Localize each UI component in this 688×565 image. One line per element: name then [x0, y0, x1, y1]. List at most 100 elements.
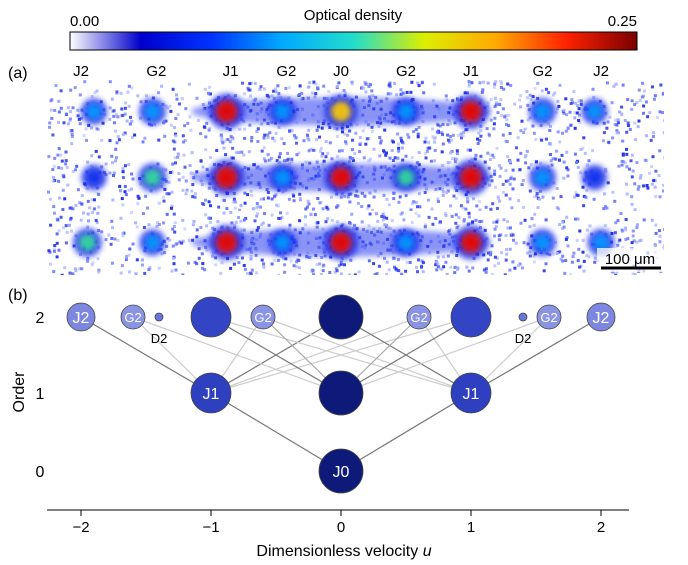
transition-edge: [210, 316, 472, 394]
diffraction-peak: [528, 163, 557, 192]
column-label-j1: J1: [463, 63, 479, 80]
diffraction-peak: [81, 164, 107, 191]
state-node-j0: J0: [318, 448, 364, 494]
state-node-d2: D2: [151, 312, 168, 346]
momentum-state-nodes: J0 J1 J1 J2 G2 D2 G2 G2 D2 G2 J2: [66, 294, 616, 494]
diffraction-peak: [528, 228, 557, 257]
state-node-circle: [536, 304, 562, 330]
image-strip-1: [47, 80, 664, 146]
state-node-label: D2: [515, 331, 532, 346]
x-axis-label: Dimensionless velocity u: [256, 543, 431, 560]
state-node-label: G2: [254, 310, 271, 325]
state-node-label: D2: [151, 331, 168, 346]
diffraction-peak: [138, 97, 167, 126]
scale-bar: 100 μm: [597, 248, 663, 272]
diffraction-peak: [268, 97, 297, 126]
diffraction-peak: [528, 97, 557, 126]
diffraction-peak: [323, 224, 359, 261]
diffraction-peak: [80, 98, 108, 125]
transition-edge: [210, 316, 342, 394]
state-node: [190, 296, 232, 338]
state-node-g2: G2: [406, 304, 432, 330]
diffraction-peak: [453, 93, 489, 130]
state-node-g2: G2: [536, 304, 562, 330]
column-label-j1: J1: [223, 63, 239, 80]
state-node-circle: [318, 294, 364, 340]
state-node-label: J2: [593, 310, 610, 327]
y-tick-label: 2: [36, 310, 45, 327]
diffraction-peak: [581, 98, 608, 125]
state-node-label: J1: [203, 386, 220, 403]
state-node-label: G2: [410, 310, 427, 325]
transition-edge: [210, 392, 342, 472]
x-axis-label-text: Dimensionless velocity: [256, 543, 422, 560]
state-node-d2: D2: [515, 312, 532, 346]
colorbar-bar: [69, 31, 638, 51]
state-node-label: G2: [124, 310, 141, 325]
y-tick-label: 0: [36, 464, 45, 481]
state-node-circle: [406, 304, 432, 330]
transition-edge: [470, 316, 602, 394]
colorbar: Optical density 0.00 0.25: [69, 7, 638, 51]
state-node-label: J0: [333, 464, 350, 481]
y-axis-label: Order: [11, 371, 28, 413]
transition-edge: [340, 316, 472, 394]
state-node-g2: G2: [120, 304, 146, 330]
state-node: [318, 294, 364, 340]
diffraction-peak: [73, 228, 102, 257]
y-tick-labels: 0 1 2: [36, 310, 45, 481]
diffraction-peak: [391, 163, 421, 192]
x-tick-label: 2: [597, 519, 605, 536]
image-strip-2: [47, 146, 664, 212]
diffraction-peak: [392, 228, 420, 257]
diffraction-peak: [392, 97, 420, 126]
transition-edge: [340, 392, 472, 472]
scale-bar-label: 100 μm: [605, 251, 655, 268]
column-label-g2: G2: [396, 63, 416, 80]
state-node: [450, 296, 492, 338]
colorbar-min-label: 0.00: [70, 13, 99, 30]
diffraction-peak: [268, 228, 297, 257]
state-node-circle: [318, 448, 364, 494]
x-tick-label: 1: [467, 519, 475, 536]
state-node-label: J1: [463, 386, 480, 403]
state-node-j2: J2: [586, 302, 616, 332]
colorbar-max-label: 0.25: [608, 13, 637, 30]
state-node-circle: [318, 370, 364, 416]
image-strip-3: [47, 211, 664, 275]
state-node-circle: [66, 302, 96, 332]
state-node: [318, 370, 364, 416]
diffraction-peak: [324, 94, 358, 129]
diffraction-peak: [208, 93, 245, 130]
diffraction-peak: [139, 229, 166, 256]
diffraction-peak: [581, 164, 608, 191]
state-node-circle: [250, 304, 276, 330]
column-label-j0: J0: [333, 63, 349, 80]
absorption-image-strips: [47, 80, 664, 275]
y-tick-label: 1: [36, 386, 45, 403]
diffraction-peak: [323, 160, 359, 195]
x-tick-label: −1: [202, 519, 219, 536]
state-node-circle: [190, 296, 232, 338]
diffraction-peak: [209, 224, 245, 261]
transition-edge: [262, 316, 472, 394]
state-node-j1: J1: [450, 372, 492, 414]
transition-edge: [340, 316, 550, 394]
x-axis-ticks: −2 −1 0 1 2: [72, 510, 605, 536]
diffraction-peak: [138, 163, 167, 192]
transition-edge: [80, 316, 212, 394]
diffraction-peak: [268, 163, 297, 192]
state-node-g2: G2: [250, 304, 276, 330]
panel-a-label: (a): [8, 65, 28, 82]
state-node-circle: [154, 312, 164, 322]
column-label-g2: G2: [146, 63, 166, 80]
state-node-j2: J2: [66, 302, 96, 332]
state-node-circle: [586, 302, 616, 332]
x-tick-label: 0: [337, 519, 345, 536]
panel-b-label: (b): [8, 287, 28, 304]
column-label-g2: G2: [532, 63, 552, 80]
state-node-label: J2: [73, 310, 90, 327]
state-node-circle: [120, 304, 146, 330]
